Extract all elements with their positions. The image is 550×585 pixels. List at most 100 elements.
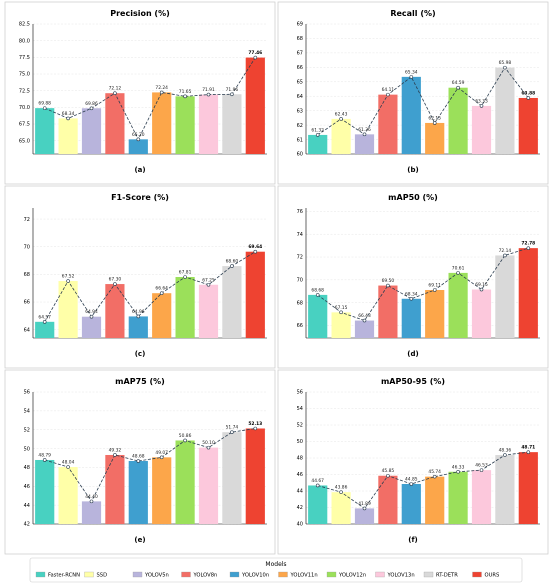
panel-label: (e) [134, 536, 145, 544]
data-label: 71.65 [179, 89, 192, 95]
legend-title: Models [265, 561, 286, 568]
point-marker [89, 314, 94, 319]
point-marker [386, 92, 390, 97]
legend-swatch [229, 571, 240, 578]
chart-panel: mAP50 (%) 66 68 70 72 74 76 68.68 67.15 66.43 69.5… [277, 185, 549, 369]
bar [81, 501, 102, 524]
y-tick-label: 72.5 [19, 88, 30, 94]
legend-swatch [472, 571, 482, 578]
legend-label: OURS [485, 573, 500, 579]
y-tick-label: 60 [297, 152, 303, 158]
y-tick-label: 68 [297, 300, 303, 306]
bar [354, 320, 375, 338]
y-tick-label: 72 [297, 255, 303, 261]
bar [58, 118, 78, 154]
data-label: 46.33 [452, 464, 465, 470]
bar [222, 432, 242, 524]
y-tick-label: 80.0 [19, 38, 30, 44]
legend-swatch [181, 571, 191, 578]
bar [354, 508, 375, 524]
point-marker [136, 137, 141, 142]
y-tick-label: 62 [297, 123, 303, 129]
data-label: 66.43 [358, 313, 371, 319]
y-tick-label: 56 [297, 390, 303, 396]
y-tick-label: 67 [297, 51, 303, 57]
bar [518, 97, 538, 154]
point-marker [66, 465, 70, 469]
y-tick-label: 52 [24, 427, 30, 433]
data-label: 67.81 [179, 270, 192, 276]
bar [308, 294, 328, 338]
point-marker [66, 279, 70, 283]
data-label: 64.57 [38, 314, 51, 320]
data-label: 64.96 [132, 309, 145, 315]
panel-label: (b) [407, 166, 418, 174]
legend-label: SSD [97, 573, 108, 579]
chart-title: mAP75 (%) [115, 377, 165, 386]
panel-label: (c) [135, 350, 146, 358]
bar [58, 467, 78, 524]
data-label: 65.98 [499, 60, 512, 66]
bar [401, 76, 421, 154]
data-label: 48.79 [38, 452, 51, 458]
point-marker [136, 314, 141, 319]
chart-panel: mAP75 (%) 42 44 46 48 50 52 54 56 48.79 48.04 44.40… [4, 369, 276, 555]
y-tick-label: 63 [297, 108, 303, 114]
bar [198, 447, 219, 524]
panel-label: (f) [408, 536, 417, 544]
data-label: 69.15 [475, 282, 488, 288]
data-label: 67.30 [109, 277, 122, 283]
bar [152, 293, 172, 338]
bar [105, 93, 125, 154]
point-marker [362, 318, 367, 323]
point-marker [503, 253, 507, 258]
point-marker [432, 474, 437, 479]
y-tick-label: 75.0 [19, 72, 30, 78]
data-label: 44.85 [405, 476, 418, 482]
y-tick-label: 61 [297, 137, 303, 143]
point-marker [479, 468, 484, 472]
bar [175, 96, 195, 154]
data-label: 61.32 [311, 127, 324, 133]
point-marker [409, 75, 414, 79]
legend-swatch [84, 571, 94, 578]
bar [245, 428, 265, 524]
y-tick-label: 70 [297, 278, 303, 284]
bar [175, 277, 195, 338]
point-marker [230, 264, 234, 268]
y-tick-label: 50 [24, 446, 30, 452]
panel-label: (d) [407, 350, 418, 358]
data-label: 72.24 [155, 85, 168, 91]
bar [471, 105, 492, 154]
legend-label: YOLOV13n [387, 573, 415, 579]
point-marker [503, 65, 507, 70]
data-label: 48.71 [521, 445, 535, 451]
legend-label: YOLOV10n [241, 573, 269, 579]
data-label: 65.20 [132, 132, 145, 138]
data-label: 62.43 [335, 111, 348, 117]
y-tick-label: 72 [24, 217, 30, 223]
point-marker [42, 320, 47, 324]
bar [471, 470, 492, 524]
bar [128, 461, 148, 524]
point-marker [526, 246, 531, 250]
data-label: 68.34 [405, 291, 418, 297]
bar [331, 312, 351, 338]
point-marker [89, 106, 94, 111]
data-label: 64.59 [452, 80, 465, 86]
data-label: 61.36 [358, 127, 371, 133]
y-tick-label: 48 [24, 465, 30, 471]
data-label: 64.94 [85, 309, 98, 315]
data-label: 43.86 [335, 485, 348, 491]
chart-title: Recall (%) [390, 9, 435, 18]
point-marker [339, 490, 343, 494]
point-marker [206, 92, 211, 97]
bar [35, 459, 55, 524]
bar [152, 92, 172, 154]
y-tick-label: 65.0 [19, 138, 30, 144]
y-tick-label: 44 [297, 489, 303, 495]
legend-label: YOLOV11n [290, 573, 318, 579]
bar [448, 87, 468, 154]
point-marker [66, 116, 70, 121]
y-tick-label: 64 [24, 327, 30, 333]
